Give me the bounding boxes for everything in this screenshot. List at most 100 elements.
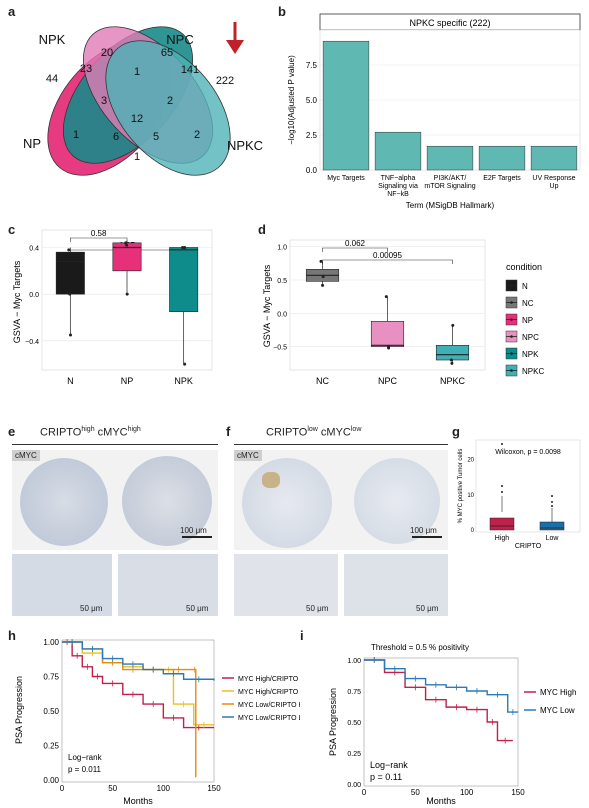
legend-label: MYC Low/CRIPTO High — [238, 702, 300, 709]
scale-label: 50 μm — [306, 604, 328, 613]
y-axis-label: PSA Progression — [328, 688, 338, 756]
stat-label: Wilcoxon, p = 0.0098 — [495, 449, 561, 456]
legend-label: NC — [522, 299, 534, 308]
bar — [479, 146, 525, 170]
p-value: 0.58 — [91, 229, 107, 238]
panel-label-d: d — [258, 222, 266, 237]
stain-tag: cMYC — [234, 450, 262, 461]
bar — [531, 146, 577, 170]
box-plot-c: 0.580.87 −0.40.00.4 NNPNPK GSVA − Myc Ta… — [10, 226, 220, 396]
y-tick: 0 — [471, 528, 475, 534]
venn-diagram: NPK NPC NP NPKC 20 65 44 23 1 141 222 3 … — [10, 10, 265, 210]
y-tick: 0.00 — [43, 776, 59, 785]
bar — [427, 146, 473, 170]
data-point — [68, 293, 71, 296]
venn-count: 1 — [134, 151, 140, 163]
venn-count: 2 — [194, 129, 200, 141]
x-tick-label: mTOR Signaling — [424, 183, 475, 190]
red-arrow-icon — [226, 22, 244, 54]
scale-label: 100 μm — [180, 526, 207, 535]
x-tick: 50 — [411, 788, 420, 797]
bar — [323, 41, 369, 170]
stain-tag: cMYC — [12, 450, 40, 461]
ihc-zoom-image: 50 μm — [118, 554, 218, 616]
p-value: 0.062 — [345, 239, 366, 248]
divider — [12, 444, 218, 445]
legend-label: MYC High/CRIPTO Low — [238, 689, 300, 696]
bar-chart-b: NPKC specific (222) 0.02.55.07.5 Myc Tar… — [280, 8, 585, 213]
x-tick: 150 — [511, 788, 525, 797]
data-point — [387, 347, 390, 350]
venn-count: 65 — [161, 47, 173, 59]
venn-set-label-npc: NPC — [166, 32, 193, 47]
panel-f-title: CRIPTOlow cMYClow — [266, 426, 361, 439]
y-axis-label: −log10(Adjusted P value) — [287, 55, 296, 145]
y-tick: 0.25 — [43, 742, 59, 751]
legend-label: NPK — [522, 350, 539, 359]
box — [170, 248, 198, 312]
y-tick: 0.4 — [29, 246, 39, 253]
y-tick: 1.0 — [277, 245, 287, 252]
km-plot-i: Threshold = 0.5 % positivity 0.00 0.25 0.5… — [300, 630, 589, 808]
scale-label: 50 μm — [80, 604, 102, 613]
km-plot-h: 0.000.250.500.751.00 0 50 100 150 Log−rank … — [10, 630, 300, 808]
y-tick: 0.50 — [347, 720, 361, 727]
y-tick: 0.00 — [347, 782, 361, 789]
ihc-zoom-image: 50 μm — [344, 554, 448, 616]
x-tick: Low — [546, 535, 560, 542]
data-point — [385, 295, 388, 298]
y-tick: 1.00 — [43, 638, 59, 647]
data-point — [181, 246, 184, 249]
scale-label: 50 μm — [186, 604, 208, 613]
x-tick: N — [67, 376, 74, 386]
data-point — [450, 362, 453, 365]
x-tick: NPKC — [440, 376, 466, 386]
scale-label: 50 μm — [416, 604, 438, 613]
x-tick-label: Myc Targets — [327, 175, 365, 182]
scale-bar — [182, 536, 212, 538]
data-point — [451, 324, 454, 327]
x-tick: NPK — [174, 376, 193, 386]
venn-set-label-npkc: NPKC — [227, 138, 263, 153]
legend-label: NPC — [522, 333, 539, 342]
ihc-zoom-image: 50 μm — [234, 554, 338, 616]
y-tick: 2.5 — [306, 131, 318, 140]
x-tick: NC — [316, 376, 329, 386]
y-tick: 10 — [467, 493, 474, 499]
p-value: 0.00095 — [373, 251, 402, 260]
data-point — [322, 275, 325, 278]
y-tick: 0.0 — [29, 292, 39, 299]
data-point — [125, 244, 128, 247]
y-tick: 0.0 — [277, 311, 287, 318]
x-tick-label: Up — [550, 183, 559, 190]
y-tick: 0.75 — [43, 673, 59, 682]
venn-set-label-npk: NPK — [39, 32, 66, 47]
venn-count: 2 — [167, 95, 173, 107]
x-tick-label: TNF−alpha — [381, 175, 416, 182]
venn-count: 5 — [153, 131, 159, 143]
y-axis-label: % MYC positive Tumor cells — [458, 449, 464, 524]
legend-label: MYC Low/CRIPTO Low — [238, 715, 300, 722]
ihc-overview-image: cMYC 100 μm — [234, 450, 448, 550]
data-point — [319, 260, 322, 263]
y-axis-label: GSVA − Myc Targets — [12, 260, 22, 343]
venn-count: 1 — [73, 129, 79, 141]
x-tick-label: Signaling via — [378, 183, 418, 190]
panel-label-f: f — [226, 424, 230, 439]
y-tick: 5.0 — [306, 96, 318, 105]
box — [56, 252, 84, 294]
legend-label: MYC Low — [540, 706, 575, 715]
box-plot-g: Wilcoxon, p = 0.0098 01020 High Low CRIP… — [454, 436, 584, 554]
x-tick-label: E2F Targets — [483, 175, 521, 182]
x-axis-label: Months — [123, 796, 153, 806]
panel-e-title: CRIPTOhigh cMYChigh — [40, 426, 141, 439]
bar — [375, 132, 421, 170]
strip-title: NPKC specific (222) — [409, 18, 490, 28]
legend-label: MYC High — [540, 688, 576, 697]
legend-label: MYC High/CRIPTO High — [238, 676, 300, 683]
pvalue-label: p = 0.011 — [68, 765, 102, 774]
legend-title: condition — [506, 262, 542, 272]
box — [371, 321, 404, 346]
divider — [234, 444, 448, 445]
scale-label: 100 μm — [410, 526, 437, 535]
